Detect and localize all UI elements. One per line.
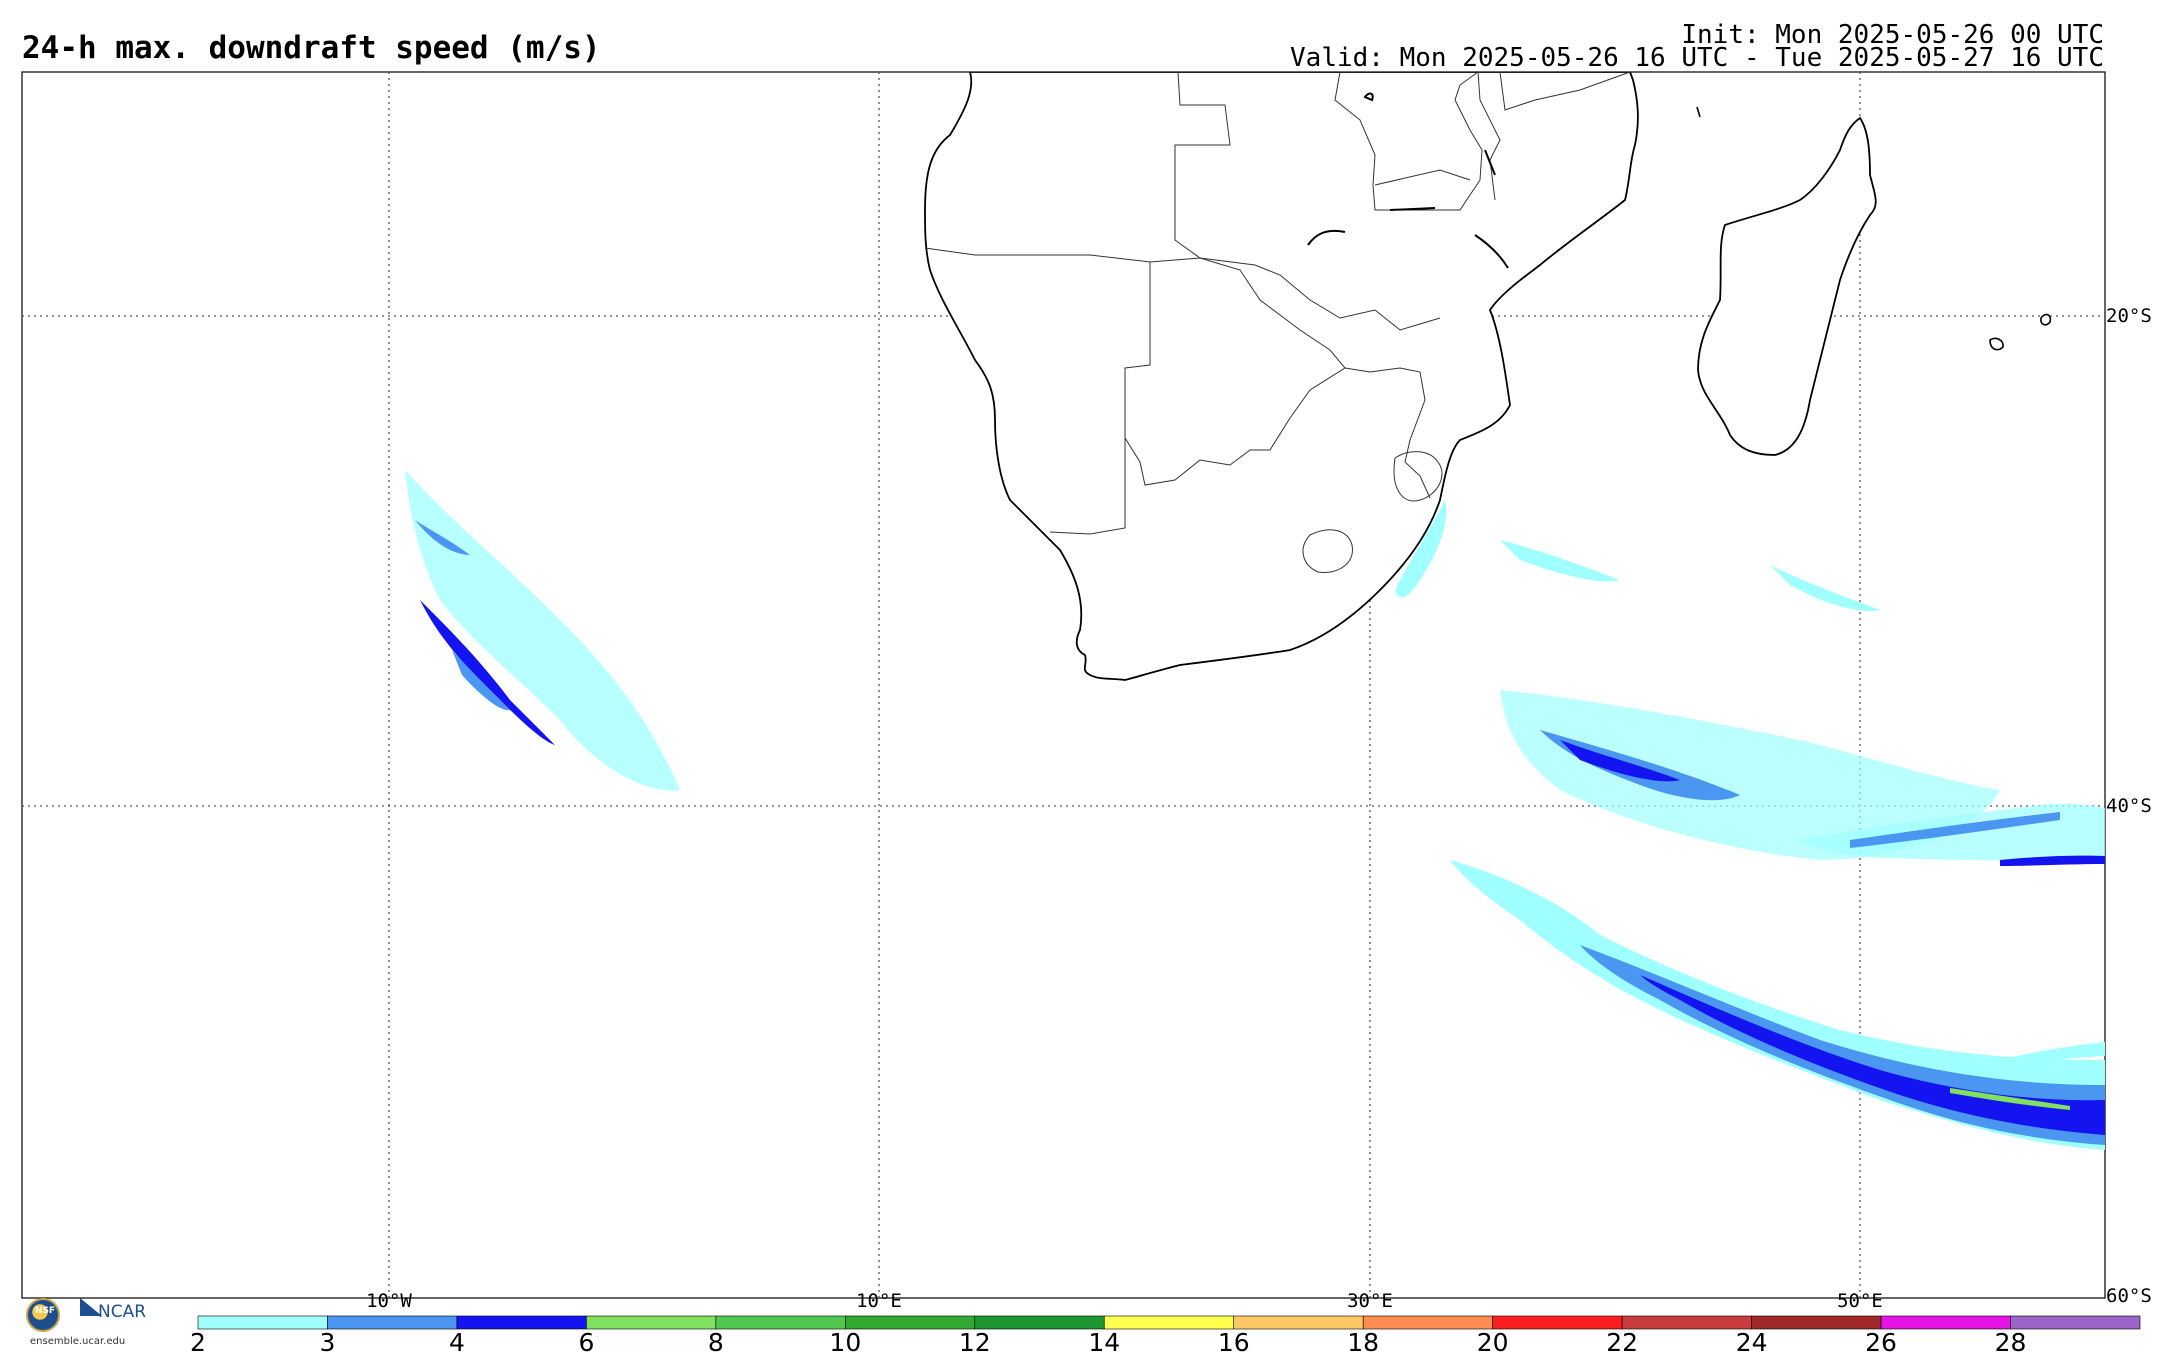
valid-time: Valid: Mon 2025-05-26 16 UTC - Tue 2025-… (1290, 43, 2104, 73)
lat-label-40s: 40°S (2106, 795, 2152, 817)
colorbar-tick-label: 3 (319, 1328, 336, 1357)
lon-label-10w: 10°W (366, 1290, 412, 1312)
colorbar-segment (456, 1315, 587, 1330)
colorbar-segment (1362, 1315, 1493, 1330)
field-midlatitude-band (1500, 690, 2105, 866)
init-time: Init: Mon 2025-05-26 00 UTC (1681, 20, 2104, 50)
lat-label-20s: 20°S (2106, 305, 2152, 327)
colorbar-tick-label: 8 (707, 1328, 724, 1357)
map-title: 24-h max. downdraft speed (m/s) (22, 30, 601, 66)
country-borders (924, 72, 1631, 574)
colorbar-tick-label: 4 (448, 1328, 465, 1357)
site-url: ensemble.ucar.edu (30, 1336, 126, 1347)
colorbar-segment (586, 1315, 717, 1330)
colorbar-segment (1751, 1315, 1882, 1330)
field-atlantic-cell (405, 470, 680, 791)
colorbar-tick-label: 28 (1994, 1328, 2027, 1357)
colorbar-segment (1233, 1315, 1364, 1330)
africa-landmass (924, 72, 1877, 681)
colorbar-tick-label: 26 (1865, 1328, 1897, 1357)
colorbar-tick-label: 18 (1347, 1328, 1380, 1357)
nsf-logo-text: NSF (34, 1306, 56, 1316)
lon-label-50e: 50°E (1837, 1290, 1883, 1312)
colorbar-tick-label: 24 (1735, 1328, 1768, 1357)
colorbar-segment (845, 1315, 976, 1330)
colorbar-tick-label: 10 (829, 1328, 862, 1357)
lakes (1307, 92, 1509, 269)
field-southern-ocean-band (1450, 860, 2105, 1150)
colorbar-tick-label: 22 (1606, 1328, 1639, 1357)
colorbar-tick-label: 6 (578, 1328, 595, 1357)
lon-label-30e: 30°E (1347, 1290, 1393, 1312)
logo-block: NSF NCAR ensemble.ucar.edu (22, 1294, 162, 1354)
colorbar-tick-label: 12 (958, 1328, 991, 1357)
colorbar-tick-label: 20 (1476, 1328, 1509, 1357)
lon-label-10e: 10°E (856, 1290, 902, 1312)
colorbar-segment (1492, 1315, 1623, 1330)
field-coastal-cells (1395, 500, 1880, 612)
islands (1696, 106, 2052, 351)
ncar-logo-text: NCAR (98, 1302, 147, 1322)
lat-label-60s: 60°S (2106, 1285, 2152, 1307)
colorbar-segment (1103, 1315, 1235, 1330)
colorbar-tick-label: 2 (190, 1328, 206, 1357)
colorbar (197, 1315, 2141, 1330)
nsf-logo (26, 1298, 60, 1332)
colorbar-segment (1880, 1315, 2011, 1330)
colorbar-segment (197, 1315, 328, 1330)
colorbar-segment (715, 1315, 846, 1330)
colorbar-segment (974, 1315, 1105, 1330)
colorbar-segment (2010, 1315, 2141, 1330)
ncar-logo-icon (80, 1298, 102, 1316)
colorbar-segment (1621, 1315, 1752, 1330)
colorbar-segment (327, 1315, 458, 1330)
colorbar-tick-label: 16 (1217, 1328, 1250, 1357)
colorbar-tick-label: 14 (1088, 1328, 1121, 1357)
